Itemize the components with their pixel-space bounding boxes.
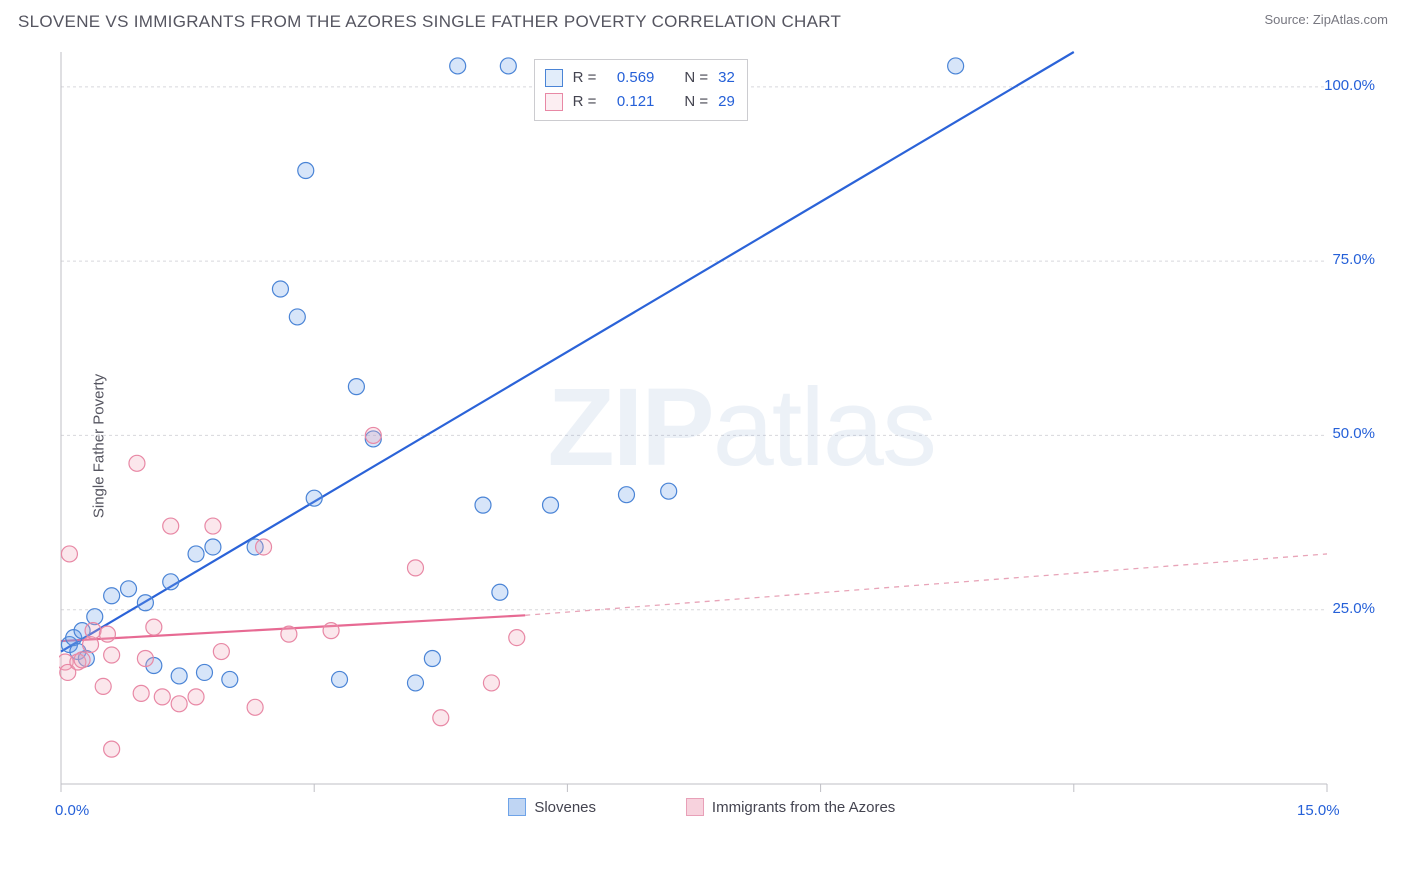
legend-stat-row: R = 0.121 N = 29 [545,90,735,114]
legend-swatch [545,69,563,87]
x-tick-label: 15.0% [1297,802,1340,819]
series-legend-item: Immigrants from the Azores [686,798,895,816]
n-label: N = [684,66,708,90]
y-tick-label: 50.0% [1332,425,1375,442]
legend-swatch [508,798,526,816]
r-label: R = [573,66,597,90]
series-legend-item: Slovenes [508,798,596,816]
legend-label: Slovenes [534,799,596,816]
n-value: 29 [718,90,735,114]
correlation-legend: R = 0.569 N = 32 R = 0.121 N = 29 [534,59,748,121]
plot-area: ZIPatlas R =0.569N =32R =0.121N =29 Slov… [59,50,1377,820]
scatter-chart-svg [59,50,1377,820]
r-value: 0.569 [606,66,654,90]
y-tick-label: 100.0% [1324,77,1375,94]
source-attribution: Source: ZipAtlas.com [1264,12,1388,27]
legend-stat-row: R = 0.569 N = 32 [545,66,735,90]
y-tick-label: 75.0% [1332,251,1375,268]
legend-label: Immigrants from the Azores [712,799,895,816]
n-value: 32 [718,66,735,90]
legend-swatch [686,798,704,816]
legend-swatch [545,93,563,111]
chart-container: Single Father Poverty ZIPatlas R =0.569N… [35,42,1391,850]
y-tick-label: 25.0% [1332,600,1375,617]
chart-title: SLOVENE VS IMMIGRANTS FROM THE AZORES SI… [18,12,841,32]
r-label: R = [573,90,597,114]
n-label: N = [684,90,708,114]
x-tick-label: 0.0% [55,802,89,819]
r-value: 0.121 [606,90,654,114]
